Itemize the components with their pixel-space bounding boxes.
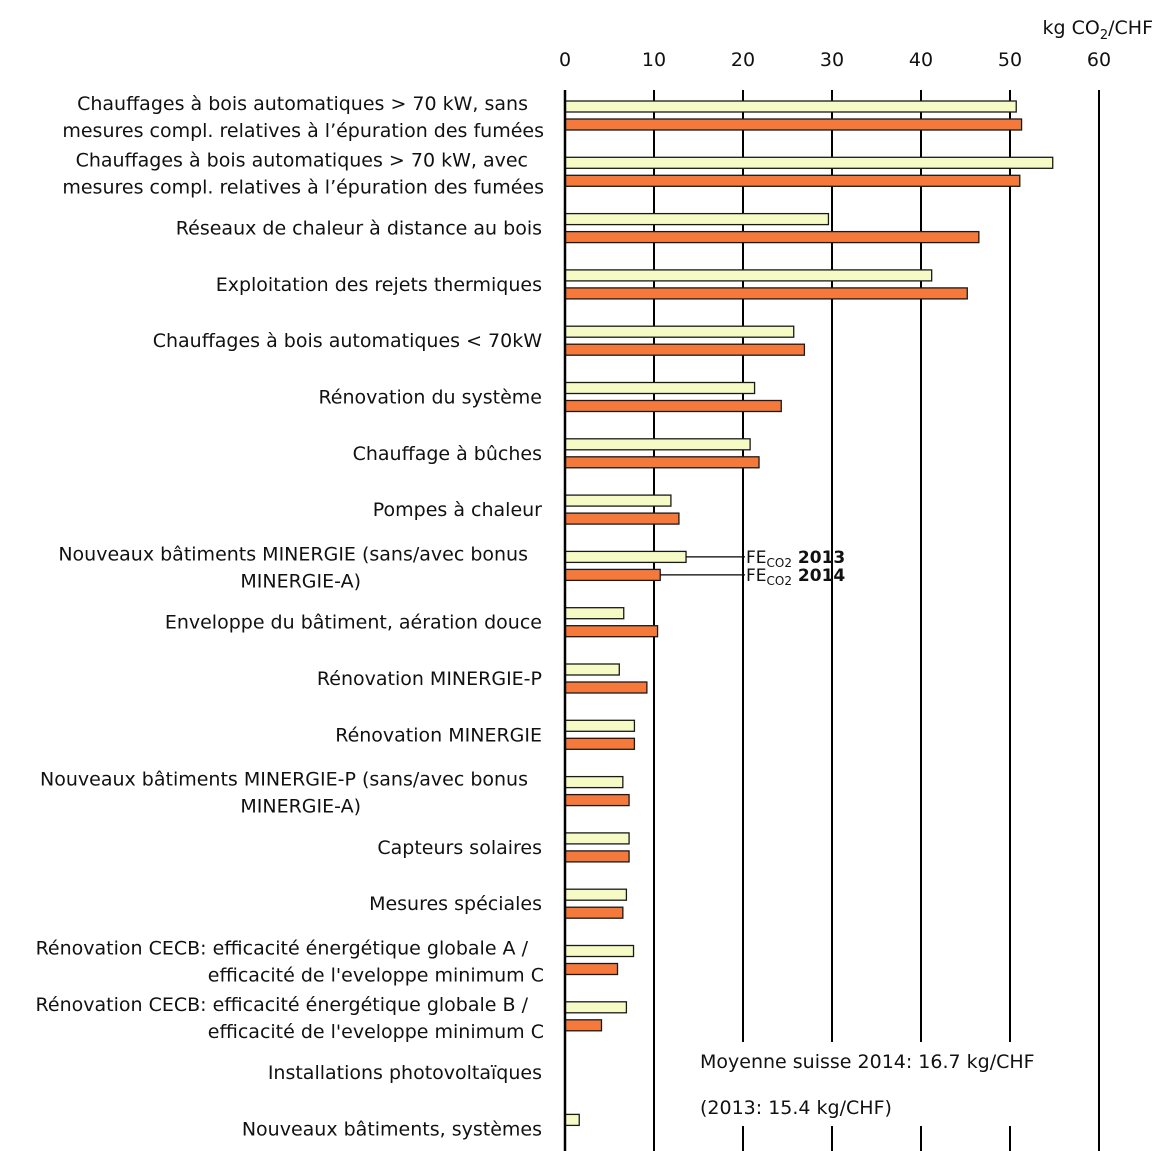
- category-label-line2: efficacité de l'eveloppe minimum C: [208, 1021, 544, 1043]
- bar-2014-12: [564, 793, 630, 807]
- category-label: Installations photovoltaïques: [268, 1062, 542, 1084]
- category-label: Rénovation du système: [318, 387, 542, 409]
- x-tick-label-40: 40: [909, 49, 933, 71]
- bar-2013-6: [564, 438, 751, 451]
- bar-2013-13: [564, 832, 630, 845]
- bar-2013-18: [564, 1113, 580, 1127]
- bar-2014-4: [564, 343, 806, 356]
- bar-2014-11: [564, 737, 636, 750]
- category-label-line2: mesures compl. relatives à l’épuration d…: [62, 120, 544, 142]
- x-tick-label-10: 10: [642, 49, 666, 71]
- category-label-line2: MINERGIE-A): [240, 796, 361, 818]
- category-label-line2: mesures compl. relatives à l’épuration d…: [62, 176, 544, 198]
- category-label: Pompes à chaleur: [373, 499, 542, 521]
- category-label: Réseaux de chaleur à distance au bois: [176, 218, 542, 240]
- swiss-average-note: Moyenne suisse 2014: 16.7 kg/CHF: [700, 1051, 1035, 1073]
- bar-2014-2: [564, 230, 980, 244]
- category-labels: Chauffages à bois automatiques > 70 kW, …: [36, 93, 544, 1140]
- bar-2013-16: [564, 1001, 628, 1014]
- category-label: Rénovation MINERGIE-P: [317, 668, 542, 690]
- bar-2013-1: [564, 156, 1054, 169]
- bar-2013-3: [564, 269, 933, 282]
- gridlines: [653, 90, 1100, 1151]
- bar-2013-12: [564, 775, 624, 789]
- x-tick-label-20: 20: [731, 49, 755, 71]
- bar-2014-5: [564, 399, 782, 413]
- swiss-average-2013-note: (2013: 15.4 kg/CHF): [700, 1097, 892, 1119]
- bar-2013-15: [564, 944, 635, 958]
- x-axis-ticks: 0 10 20 30 40 50 60: [559, 49, 1111, 71]
- bar-2014-10: [564, 681, 648, 694]
- category-label-line1: Rénovation CECB: efficacité énergétique …: [36, 994, 529, 1016]
- category-label: Mesures spéciales: [369, 893, 542, 915]
- bar-2014-15: [564, 962, 619, 976]
- category-label: Nouveaux bâtiments, systèmes: [242, 1118, 542, 1140]
- bar-2013-2: [564, 212, 830, 226]
- bar-2014-3: [564, 287, 968, 300]
- category-label-line2: efficacité de l'eveloppe minimum C: [208, 965, 544, 987]
- category-label: Chauffages à bois automatiques < 70kW: [153, 330, 543, 352]
- category-label: Enveloppe du bâtiment, aération douce: [165, 612, 542, 634]
- bar-2014-9: [564, 625, 659, 638]
- category-label-line1: Nouveaux bâtiments MINERGIE-P (sans/avec…: [40, 769, 528, 791]
- bar-2013-10: [564, 663, 620, 676]
- category-label: Exploitation des rejets thermiques: [216, 274, 542, 296]
- bar-2014-1: [564, 174, 1021, 187]
- bar-2013-14: [564, 888, 628, 901]
- x-tick-label-60: 60: [1087, 49, 1111, 71]
- x-axis-unit-label: kg CO2/CHF: [1043, 17, 1154, 43]
- category-label: Rénovation MINERGIE: [335, 724, 542, 746]
- bar-2014-0: [564, 118, 1023, 131]
- bar-2013-11: [564, 719, 636, 732]
- category-label: Chauffage à bûches: [353, 443, 542, 465]
- x-tick-label-50: 50: [998, 49, 1022, 71]
- bar-2013-7: [564, 494, 672, 507]
- bar-2013-5: [564, 381, 756, 395]
- bar-2014-13: [564, 850, 630, 863]
- category-label-line1: Chauffages à bois automatiques > 70 kW, …: [76, 149, 528, 171]
- fe-co2-label-2014: FECO2 2014: [746, 566, 845, 588]
- category-label-line1: Rénovation CECB: efficacité énergétique …: [36, 938, 529, 960]
- category-label-line1: Chauffages à bois automatiques > 70 kW, …: [77, 93, 528, 115]
- bar-2013-9: [564, 607, 625, 620]
- category-label-line1: Nouveaux bâtiments MINERGIE (sans/avec b…: [58, 543, 528, 565]
- x-tick-label-30: 30: [820, 49, 844, 71]
- bar-2014-7: [564, 512, 680, 525]
- bar-2014-8: [564, 568, 661, 582]
- fe-co2-label-2013: FECO2 2013: [746, 548, 845, 570]
- note-background: [693, 1042, 1073, 1126]
- bar-2013-4: [564, 325, 795, 338]
- bar-2014-6: [564, 456, 760, 469]
- bar-2014-16: [564, 1019, 603, 1032]
- bars: [564, 100, 1054, 1127]
- bar-2013-8: [564, 550, 687, 564]
- category-label-line2: MINERGIE-A): [240, 570, 361, 592]
- category-label: Capteurs solaires: [377, 837, 542, 859]
- bar-2014-14: [564, 906, 624, 919]
- bar-2013-0: [564, 100, 1017, 113]
- x-tick-label-0: 0: [559, 49, 571, 71]
